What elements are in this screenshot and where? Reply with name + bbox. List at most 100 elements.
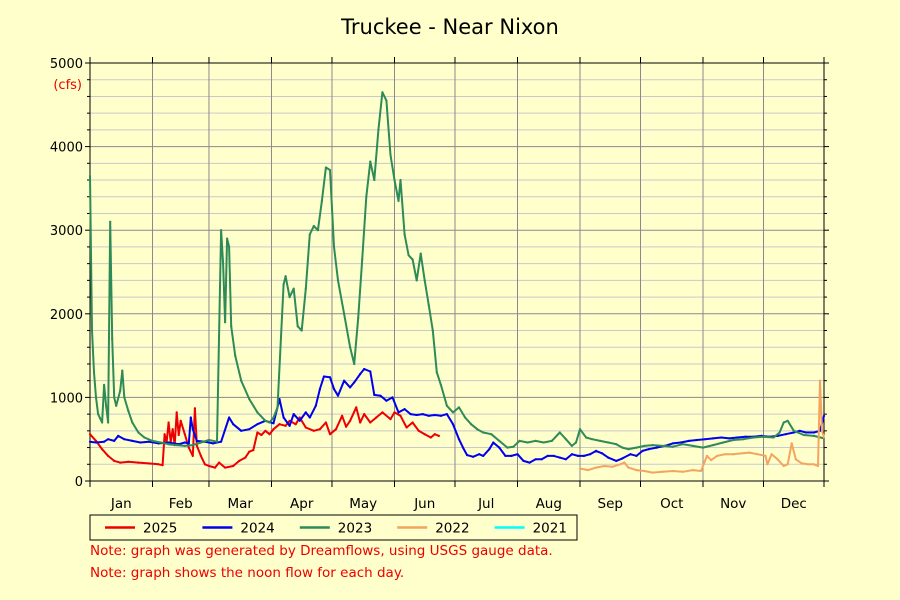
data-point-2023 [175,444,178,447]
data-point-2023 [778,431,781,434]
data-point-2025 [127,460,130,463]
data-point-2023 [435,371,438,374]
data-point-2024 [744,435,747,438]
data-point-2023 [381,91,384,94]
data-point-2024 [349,386,352,389]
data-point-2024 [427,414,430,417]
data-point-2023 [526,441,529,444]
data-point-2024 [167,441,170,444]
data-point-2024 [397,411,400,414]
data-point-2024 [703,438,707,441]
data-point-2024 [113,439,116,442]
data-point-2024 [272,422,275,425]
data-point-2023 [113,396,116,399]
data-point-2025 [389,418,392,421]
data-point-2023 [476,428,479,431]
data-point-2023 [419,252,422,255]
data-point-2023 [220,229,223,232]
data-point-2025 [101,448,104,451]
data-point-2023 [542,441,545,444]
x-month-label: Dec [781,496,807,512]
data-point-2024 [421,413,424,416]
data-point-2022 [812,463,816,466]
data-point-2024 [504,454,507,457]
data-point-2023 [88,174,92,177]
data-point-2025 [349,419,352,422]
data-point-2024 [131,439,134,442]
x-month-label: Jun [413,496,435,512]
data-point-2023 [607,441,610,444]
data-point-2023 [353,362,356,366]
data-point-2023 [97,413,100,416]
data-point-2025 [298,416,301,419]
data-point-2023 [802,433,805,437]
data-point-2024 [655,446,658,449]
data-point-2024 [220,440,223,443]
data-point-2025 [183,433,186,436]
data-point-2023 [482,431,485,434]
data-point-2024 [498,446,501,449]
data-point-2024 [228,416,231,419]
data-point-2023 [403,233,406,236]
data-point-2024 [679,441,682,444]
data-point-2025 [175,411,178,414]
data-point-2023 [585,436,588,439]
data-point-2022 [691,469,695,472]
data-point-2025 [363,413,366,416]
data-point-2023 [248,398,251,401]
data-point-2024 [256,423,259,426]
data-point-2023 [324,166,327,169]
data-point-2023 [722,441,725,444]
data-point-2024 [433,413,436,417]
data-point-2023 [464,416,467,419]
data-point-2022 [820,429,824,432]
data-point-2024 [278,398,281,401]
data-point-2025 [324,421,327,424]
data-point-2025 [167,421,170,424]
data-point-2024 [363,367,366,371]
data-point-2023 [752,436,755,439]
data-point-2024 [510,454,513,457]
data-point-2025 [203,463,206,466]
data-point-2025 [161,464,164,467]
x-month-label: Sep [598,496,623,512]
data-point-2024 [240,429,243,432]
legend: 2025 2024 2023 2022 2021 [89,514,578,541]
data-point-2024 [232,423,235,426]
data-point-2025 [191,454,194,457]
data-point-2024 [528,461,531,464]
data-point-2025 [429,436,432,439]
data-point-2022 [635,469,638,472]
data-point-2023 [512,445,515,448]
data-point-2023 [222,262,225,265]
data-point-2025 [355,406,358,409]
data-point-2025 [393,411,396,414]
data-point-2025 [345,425,348,428]
data-point-2024 [564,458,568,461]
data-point-2022 [816,464,820,468]
data-point-2023 [234,354,237,357]
data-point-2025 [341,414,344,417]
data-point-2024 [457,438,461,441]
data-point-2023 [389,153,392,157]
data-point-2024 [107,438,110,441]
data-point-2023 [451,411,455,414]
data-point-2022 [705,454,709,457]
data-point-2023 [365,195,368,198]
data-point-2023 [151,439,154,442]
data-point-2025 [252,449,255,452]
data-point-2023 [397,199,400,202]
data-point-2025 [272,428,275,431]
data-point-2022 [818,379,822,382]
data-point-2024 [736,436,739,439]
data-point-2023 [103,383,106,386]
data-point-2024 [451,423,455,426]
data-point-2023 [506,446,509,449]
data-point-2024 [195,439,198,442]
data-point-2023 [782,421,785,424]
data-point-2025 [399,414,402,417]
data-point-2025 [318,428,321,431]
data-point-2024 [822,414,826,417]
data-point-2024 [248,428,251,431]
data-point-2024 [466,454,469,457]
